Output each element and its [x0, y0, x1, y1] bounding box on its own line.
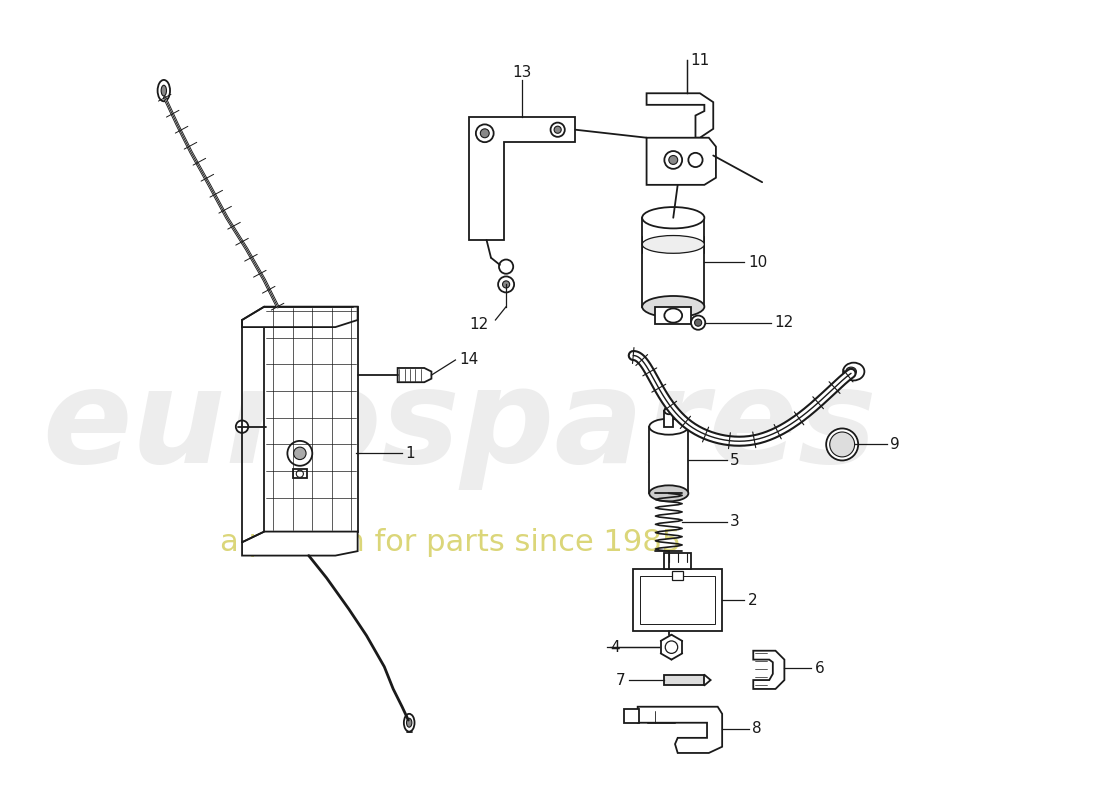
Ellipse shape — [843, 362, 865, 381]
Ellipse shape — [498, 277, 514, 293]
Polygon shape — [242, 306, 358, 327]
Bar — [672, 570, 683, 579]
Text: 4: 4 — [610, 640, 619, 654]
Text: 11: 11 — [690, 53, 710, 68]
Ellipse shape — [664, 309, 682, 322]
Ellipse shape — [649, 418, 689, 434]
Text: 9: 9 — [890, 437, 900, 452]
Ellipse shape — [296, 470, 304, 478]
Bar — [640, 576, 715, 624]
Ellipse shape — [829, 432, 855, 457]
Polygon shape — [638, 706, 722, 753]
Ellipse shape — [846, 367, 857, 376]
Ellipse shape — [834, 435, 851, 454]
Text: 6: 6 — [815, 661, 824, 676]
Polygon shape — [242, 531, 358, 555]
Ellipse shape — [407, 718, 411, 727]
Bar — [625, 710, 639, 722]
Polygon shape — [397, 368, 431, 382]
Ellipse shape — [404, 714, 415, 732]
Text: 3: 3 — [730, 514, 740, 530]
Ellipse shape — [476, 124, 494, 142]
Text: 14: 14 — [459, 353, 478, 367]
Text: 12: 12 — [774, 315, 794, 330]
Text: 8: 8 — [752, 722, 762, 737]
Bar — [664, 553, 691, 569]
Ellipse shape — [642, 296, 704, 318]
Text: a passion for parts since 1985: a passion for parts since 1985 — [220, 528, 682, 557]
Bar — [634, 569, 722, 631]
Text: 7: 7 — [616, 673, 625, 687]
Ellipse shape — [287, 441, 312, 466]
Ellipse shape — [666, 641, 678, 654]
Text: 13: 13 — [513, 66, 531, 80]
Text: 12: 12 — [469, 317, 488, 332]
Text: 1: 1 — [406, 446, 416, 461]
Bar — [642, 218, 704, 306]
Bar — [656, 306, 691, 325]
Ellipse shape — [694, 319, 702, 326]
Ellipse shape — [554, 126, 561, 134]
Bar — [293, 470, 307, 478]
Polygon shape — [647, 138, 716, 185]
Ellipse shape — [669, 155, 678, 164]
Polygon shape — [469, 118, 575, 240]
Polygon shape — [754, 650, 784, 689]
Polygon shape — [647, 94, 713, 138]
Text: eurospares: eurospares — [43, 363, 877, 490]
Text: 2: 2 — [748, 593, 758, 607]
Text: 5: 5 — [730, 453, 740, 467]
Ellipse shape — [649, 486, 689, 502]
Ellipse shape — [481, 129, 490, 138]
Ellipse shape — [157, 80, 170, 102]
Ellipse shape — [664, 407, 673, 414]
Polygon shape — [264, 306, 358, 531]
Ellipse shape — [551, 122, 564, 137]
Ellipse shape — [664, 151, 682, 169]
Bar — [664, 674, 704, 686]
Ellipse shape — [235, 421, 249, 433]
Ellipse shape — [691, 315, 705, 330]
Bar — [649, 426, 689, 494]
Ellipse shape — [826, 429, 858, 461]
Ellipse shape — [503, 281, 509, 288]
Ellipse shape — [689, 153, 703, 167]
Ellipse shape — [294, 447, 306, 459]
Ellipse shape — [642, 207, 704, 229]
Ellipse shape — [161, 86, 166, 96]
Bar — [664, 410, 673, 426]
Ellipse shape — [642, 235, 704, 254]
Text: 10: 10 — [748, 254, 767, 270]
